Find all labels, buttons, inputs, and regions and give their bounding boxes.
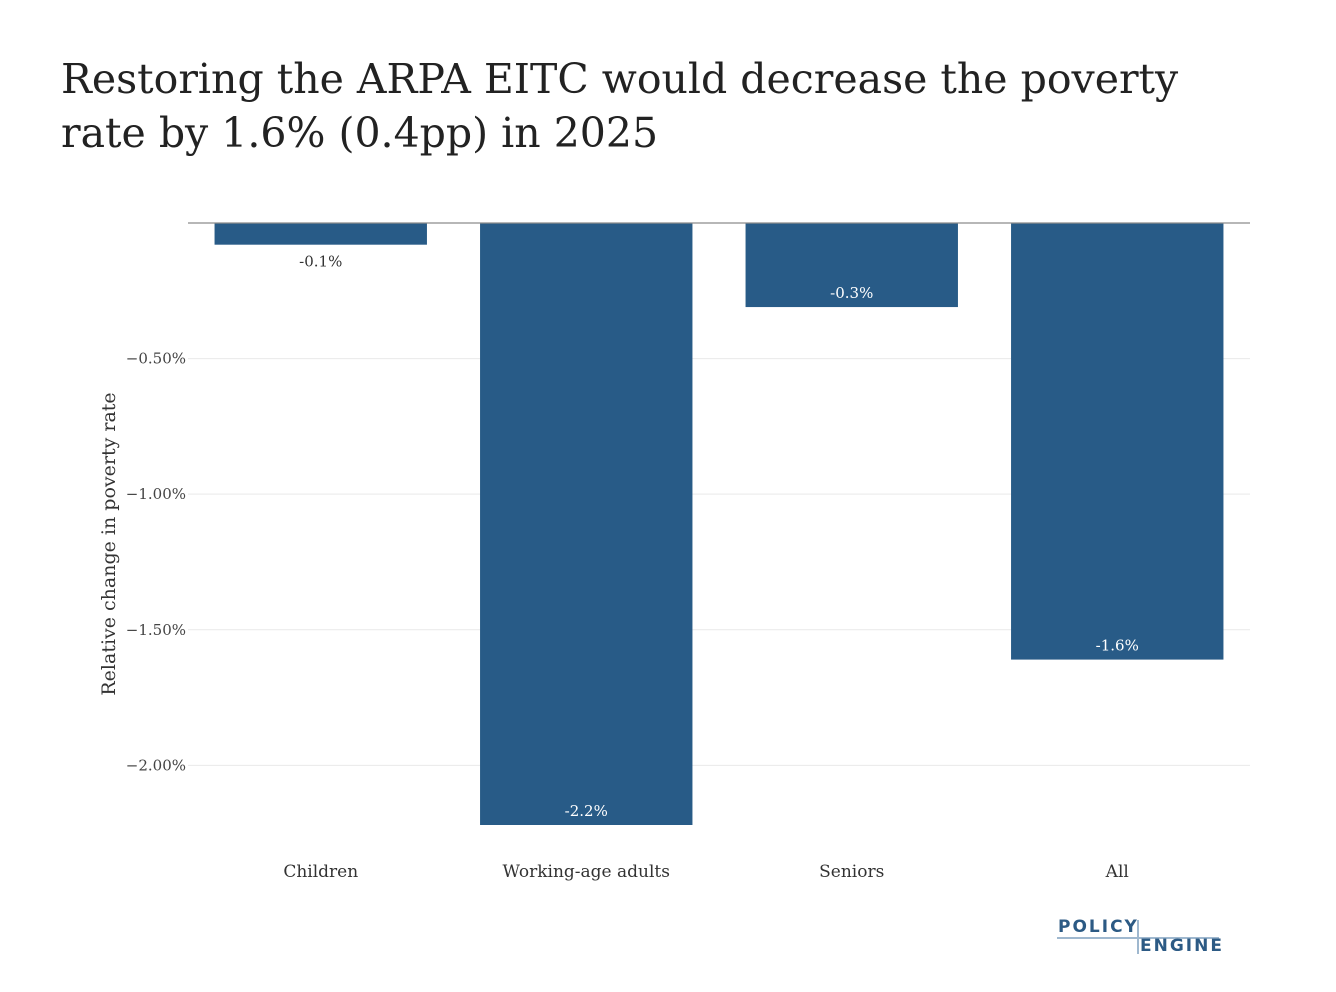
data-labels: -0.1% -2.2% -0.3% -1.6%: [299, 253, 1139, 820]
bar: [214, 223, 427, 245]
data-label: -2.2%: [565, 802, 608, 820]
bar: [480, 223, 693, 825]
x-tick-label: Seniors: [819, 862, 884, 882]
y-axis-ticks: −0.50% −1.00% −1.50% −2.00%: [126, 350, 186, 775]
y-axis-label: Relative change in poverty rate: [98, 392, 120, 695]
y-tick-label: −0.50%: [126, 350, 186, 368]
bar: [1011, 223, 1224, 660]
logo-rule-vertical: [1137, 920, 1139, 954]
data-label: -0.3%: [830, 284, 873, 302]
logo-text-bottom: ENGINE: [1140, 936, 1224, 956]
bar: [745, 223, 958, 308]
bars: [214, 223, 1224, 825]
x-tick-label: All: [1105, 862, 1129, 882]
y-tick-label: −1.00%: [126, 485, 186, 503]
y-tick-label: −2.00%: [126, 756, 186, 774]
data-label: -0.1%: [299, 253, 342, 271]
data-label: -1.6%: [1096, 637, 1139, 655]
y-tick-label: −1.50%: [126, 621, 186, 639]
x-axis-categories: Children Working-age adults Seniors All: [283, 862, 1129, 882]
x-tick-label: Children: [283, 862, 358, 882]
chart-title: Restoring the ARPA EITC would decrease t…: [61, 55, 1179, 157]
policyengine-logo: POLICY ENGINE: [1057, 914, 1227, 958]
x-tick-label: Working-age adults: [503, 862, 670, 882]
logo-text-top: POLICY: [1058, 917, 1139, 937]
